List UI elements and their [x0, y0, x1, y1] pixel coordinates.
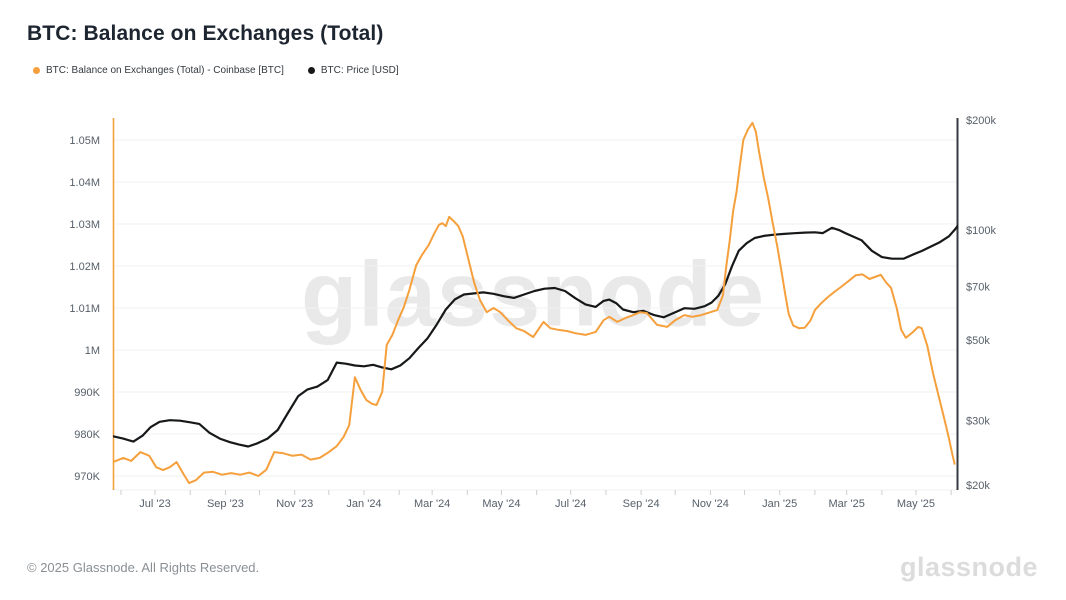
right-axis-label: $50k [966, 335, 990, 347]
right-axis-label: $100k [966, 225, 996, 237]
series-balance-line [113, 121, 956, 485]
x-axis-label: May '24 [482, 498, 520, 510]
x-axis-label: Jan '25 [762, 498, 797, 510]
glassnode-logo: glassnode [899, 552, 1038, 582]
page-title: BTC: Balance on Exchanges (Total) [27, 22, 384, 45]
left-axis-label: 1M [85, 345, 100, 357]
plot-area[interactable] [113, 118, 958, 490]
x-axis-label: Jul '24 [555, 498, 586, 510]
legend-item-price[interactable]: BTC: Price [USD] [307, 65, 399, 76]
right-axis-label: $20k [966, 480, 990, 492]
legend-item-price-label: BTC: Price [USD] [320, 65, 399, 76]
series-price-line [113, 224, 958, 448]
left-axis-label: 1.02M [69, 261, 100, 273]
left-axis-label: 1.05M [69, 135, 100, 147]
x-axis-label: Nov '23 [276, 498, 313, 510]
x-axis-label: Jan '24 [346, 498, 381, 510]
copyright-text: © 2025 Glassnode. All Rights Reserved. [27, 560, 260, 575]
right-axis-label: $30k [966, 416, 990, 428]
left-axis-label: 990K [74, 387, 100, 399]
left-axis-label: 980K [74, 429, 100, 441]
legend: BTC: Balance on Exchanges (Total) - Coin… [33, 65, 399, 76]
x-axis-label: Nov '24 [692, 498, 729, 510]
x-axis-label: Mar '25 [829, 498, 865, 510]
price-series-dot-icon [307, 67, 315, 74]
x-axis-label: Sep '24 [623, 498, 660, 510]
x-axis-label: Sep '23 [207, 498, 244, 510]
left-axis-label: 970K [74, 471, 100, 483]
left-axis-label: 1.04M [69, 177, 100, 189]
x-axis-label: Jul '23 [139, 498, 170, 510]
x-axis-label: Mar '24 [414, 498, 450, 510]
left-axis-label: 1.03M [69, 219, 100, 231]
right-axis-label: $200k [966, 115, 996, 127]
right-axis-label: $70k [966, 281, 990, 293]
balance-series-dot-icon [33, 67, 40, 74]
x-axis-label: May '25 [897, 498, 935, 510]
legend-item-balance[interactable]: BTC: Balance on Exchanges (Total) - Coin… [33, 65, 284, 76]
legend-item-balance-label: BTC: Balance on Exchanges (Total) - Coin… [46, 65, 284, 76]
left-axis-label: 1.01M [69, 303, 100, 315]
